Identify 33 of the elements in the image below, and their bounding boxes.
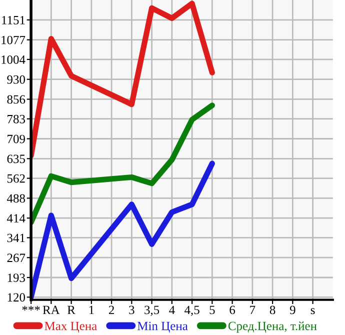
y-tick-label: 709: [8, 134, 25, 144]
y-tick-label: 341: [7, 234, 25, 242]
y-tick-label: 783: [8, 114, 26, 124]
x-tick-label: 4: [169, 306, 175, 314]
y-tick-label: 120: [8, 293, 26, 302]
x-tick-label: 1: [89, 306, 94, 314]
y-tick-label: 1077: [2, 36, 26, 44]
x-tick-label: s: [310, 308, 315, 314]
x-tick-label: 3: [129, 306, 134, 314]
x-tick-label: 7: [250, 306, 256, 314]
x-tick-label: 5: [210, 306, 215, 314]
y-tick-label: 562: [7, 174, 25, 183]
x-tick-label: 8: [270, 306, 276, 314]
y-tick-label: 635: [7, 154, 26, 164]
x-tick-label: 9: [290, 306, 296, 314]
y-tick-label: 1151: [2, 16, 25, 24]
legend-label: Сред.Цена, т.йен: [228, 322, 317, 333]
y-tick-label: 267: [7, 254, 26, 262]
x-tick-label: R: [67, 306, 76, 314]
x-tick-label: 2: [108, 306, 114, 314]
x-tick-label: 6: [230, 306, 236, 314]
y-tick-label: 1004: [2, 55, 26, 64]
y-tick-label: 488: [6, 194, 26, 203]
y-tick-label: 193: [8, 274, 26, 282]
x-tick-label: 4,5: [184, 306, 200, 316]
x-tick-label: ***: [22, 306, 40, 310]
y-tick-label: 930: [7, 75, 26, 84]
x-tick-label: 3,5: [144, 306, 160, 316]
y-tick-label: 414: [6, 214, 26, 222]
x-tick-label: RA: [42, 306, 60, 314]
y-tick-label: 856: [7, 95, 26, 104]
legend-label: Max Цена: [44, 322, 97, 333]
legend-label: Min Цена: [137, 322, 188, 333]
